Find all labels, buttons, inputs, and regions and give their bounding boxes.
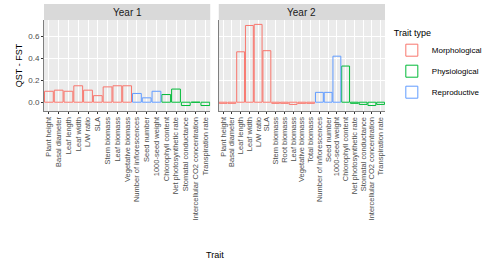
svg-text:Leaf width: Leaf width xyxy=(74,117,83,151)
svg-text:0.4: 0.4 xyxy=(28,54,40,63)
svg-text:Chlorophyll content: Chlorophyll content xyxy=(341,116,350,181)
svg-text:Net photosynthetic rate: Net photosynthetic rate xyxy=(171,117,180,194)
svg-text:Reproductive: Reproductive xyxy=(432,88,480,97)
svg-text:Intercellular CO2 concentratio: Intercellular CO2 concentration xyxy=(191,117,200,220)
svg-text:Year 1: Year 1 xyxy=(113,7,142,18)
svg-text:Plant height: Plant height xyxy=(219,116,228,157)
svg-text:Leaf width: Leaf width xyxy=(245,117,254,151)
svg-text:Stomatal conductance: Stomatal conductance xyxy=(359,117,368,191)
svg-text:Leaf biomass: Leaf biomass xyxy=(289,117,298,162)
svg-text:Intercellular CO2 concentratio: Intercellular CO2 concentration xyxy=(367,117,376,220)
svg-text:QST - FST: QST - FST xyxy=(14,43,24,87)
svg-text:Chlorophyll content: Chlorophyll content xyxy=(162,116,171,181)
svg-text:Basal diameter: Basal diameter xyxy=(227,117,236,168)
svg-text:Seed number: Seed number xyxy=(142,116,151,162)
svg-text:Leaf length: Leaf length xyxy=(236,117,245,154)
svg-text:Total biomass: Total biomass xyxy=(306,117,315,163)
svg-text:SLA: SLA xyxy=(93,117,102,131)
svg-text:Stem biomass: Stem biomass xyxy=(103,117,112,165)
svg-text:1000-seed weight: 1000-seed weight xyxy=(152,116,161,176)
svg-text:1000-seed weight: 1000-seed weight xyxy=(332,116,341,176)
svg-text:Leaf biomass: Leaf biomass xyxy=(113,117,122,162)
svg-text:Transpiration rate: Transpiration rate xyxy=(201,117,210,176)
svg-text:Basal diameter: Basal diameter xyxy=(54,117,63,168)
svg-text:Number of inflorescences: Number of inflorescences xyxy=(315,117,324,202)
svg-text:Seed number: Seed number xyxy=(324,116,333,162)
svg-text:Morphological: Morphological xyxy=(432,46,482,55)
svg-text:0.0: 0.0 xyxy=(28,98,40,107)
svg-text:Net photosynthetic rate: Net photosynthetic rate xyxy=(350,117,359,194)
svg-text:Year 2: Year 2 xyxy=(287,7,316,18)
svg-text:Stomatal conductance: Stomatal conductance xyxy=(181,117,190,191)
svg-text:Trait: Trait xyxy=(206,250,224,260)
svg-text:Physiological: Physiological xyxy=(432,67,479,76)
svg-text:Plant height: Plant height xyxy=(44,116,53,157)
svg-text:Root biomass: Root biomass xyxy=(280,117,289,163)
svg-text:0.6: 0.6 xyxy=(28,32,40,41)
svg-text:Trait type: Trait type xyxy=(394,28,431,38)
svg-text:L/W ratio: L/W ratio xyxy=(83,117,92,147)
svg-text:Number of inflorescences: Number of inflorescences xyxy=(132,117,141,202)
svg-text:SLA: SLA xyxy=(262,117,271,131)
svg-text:Vegetative biomass: Vegetative biomass xyxy=(297,117,306,182)
svg-text:Vegetative biomass: Vegetative biomass xyxy=(123,117,132,182)
svg-text:Stem biomass: Stem biomass xyxy=(271,117,280,165)
svg-text:L/W ratio: L/W ratio xyxy=(254,117,263,147)
svg-text:Leaf length: Leaf length xyxy=(64,117,73,154)
svg-text:0.2: 0.2 xyxy=(28,76,40,85)
svg-text:Transpiration rate: Transpiration rate xyxy=(376,117,385,176)
